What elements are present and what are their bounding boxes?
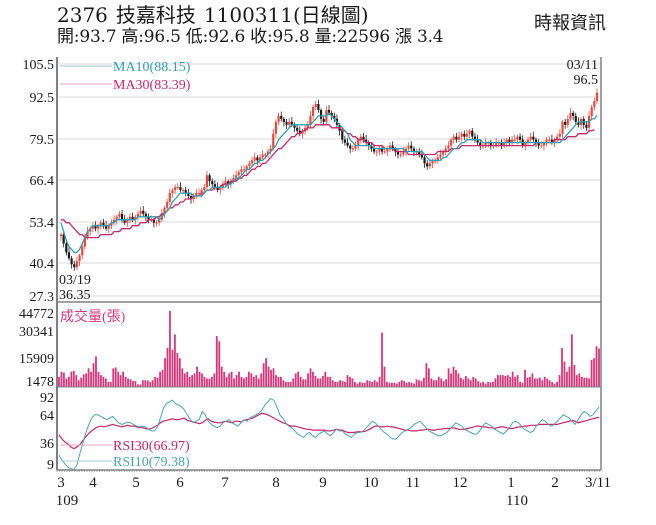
svg-text:12: 12 [453,475,468,491]
svg-text:1478: 1478 [26,375,54,390]
stock-code: 2376 [57,3,108,27]
open-value: 開:93.7 [57,27,117,47]
chart-title: 2376 技嘉科技 1100311(日線圖) [57,4,377,26]
svg-text:40.4: 40.4 [30,257,55,272]
rsi-y-axis: 92 64 36 9 [40,391,54,473]
svg-text:66.4: 66.4 [30,174,55,189]
svg-text:15909: 15909 [19,352,54,367]
svg-text:9: 9 [47,458,54,473]
close-value: 收:95.8 [250,27,310,47]
ma30-line [61,124,595,239]
price-y-axis: 105.5 92.5 79.5 66.4 53.4 40.4 27.3 [23,58,55,305]
high-date-annotation: 03/11 [567,58,598,73]
svg-text:79.5: 79.5 [30,133,55,148]
svg-text:53.4: 53.4 [30,216,55,231]
volume-value: 量:22596 [314,27,391,47]
svg-text:1: 1 [507,475,515,491]
rsi30-legend: RSI30(66.97) [113,439,190,454]
rsi-legend: RSI30(66.97) RSI10(79.38) [60,439,190,470]
chart-date-title: 1100311(日線圖) [203,3,369,27]
volume-bars [58,311,600,387]
chart-frame [56,57,602,472]
low-value: 低:92.6 [185,27,246,47]
svg-text:3: 3 [57,475,65,491]
ma10-line [60,112,598,254]
svg-text:5: 5 [132,475,140,491]
svg-text:3/11: 3/11 [585,475,611,491]
svg-text:64: 64 [40,409,54,424]
volume-title: 成交量(張) [60,308,126,325]
volume-y-axis: 44772 30341 15909 1478 [19,307,54,390]
svg-text:9: 9 [319,475,327,491]
svg-text:6: 6 [176,475,184,491]
svg-text:27.3: 27.3 [30,290,55,305]
x-axis: 3 109 4 5 6 7 8 9 10 11 12 1 110 2 3/11 [56,475,611,509]
rsi10-legend: RSI10(79.38) [113,455,190,470]
low-date-annotation: 03/19 [59,273,91,288]
svg-text:92.5: 92.5 [30,91,55,106]
source-credit: 時報資訊 [534,13,606,34]
svg-text:36: 36 [40,437,54,452]
high-value: 高:96.5 [121,27,181,47]
stock-name: 技嘉科技 [115,3,196,27]
svg-text:30341: 30341 [19,325,54,340]
svg-text:7: 7 [221,475,229,491]
rsi10-line [58,397,600,471]
change-value: 漲 3.4 [394,27,444,47]
low-value-annotation: 36.35 [59,288,91,303]
svg-text:8: 8 [272,475,280,491]
ma10-legend: MA10(88.15) [113,60,191,75]
high-value-annotation: 96.5 [574,73,599,88]
svg-text:109: 109 [56,493,79,509]
svg-text:92: 92 [40,391,54,406]
svg-text:44772: 44772 [19,307,54,322]
ma30-legend: MA30(83.39) [113,78,191,93]
ohlc-summary: 開:93.7 高:96.5 低:92.6 收:95.8 量:22596 漲 3.4 [57,27,448,47]
price-gridlines [57,63,601,297]
ma-legend: MA10(88.15) MA30(83.39) [60,60,191,93]
svg-text:11: 11 [406,475,420,491]
svg-text:110: 110 [506,493,528,509]
svg-text:4: 4 [89,475,97,491]
svg-text:105.5: 105.5 [23,58,55,73]
svg-text:2: 2 [551,475,559,491]
svg-text:10: 10 [364,475,379,491]
